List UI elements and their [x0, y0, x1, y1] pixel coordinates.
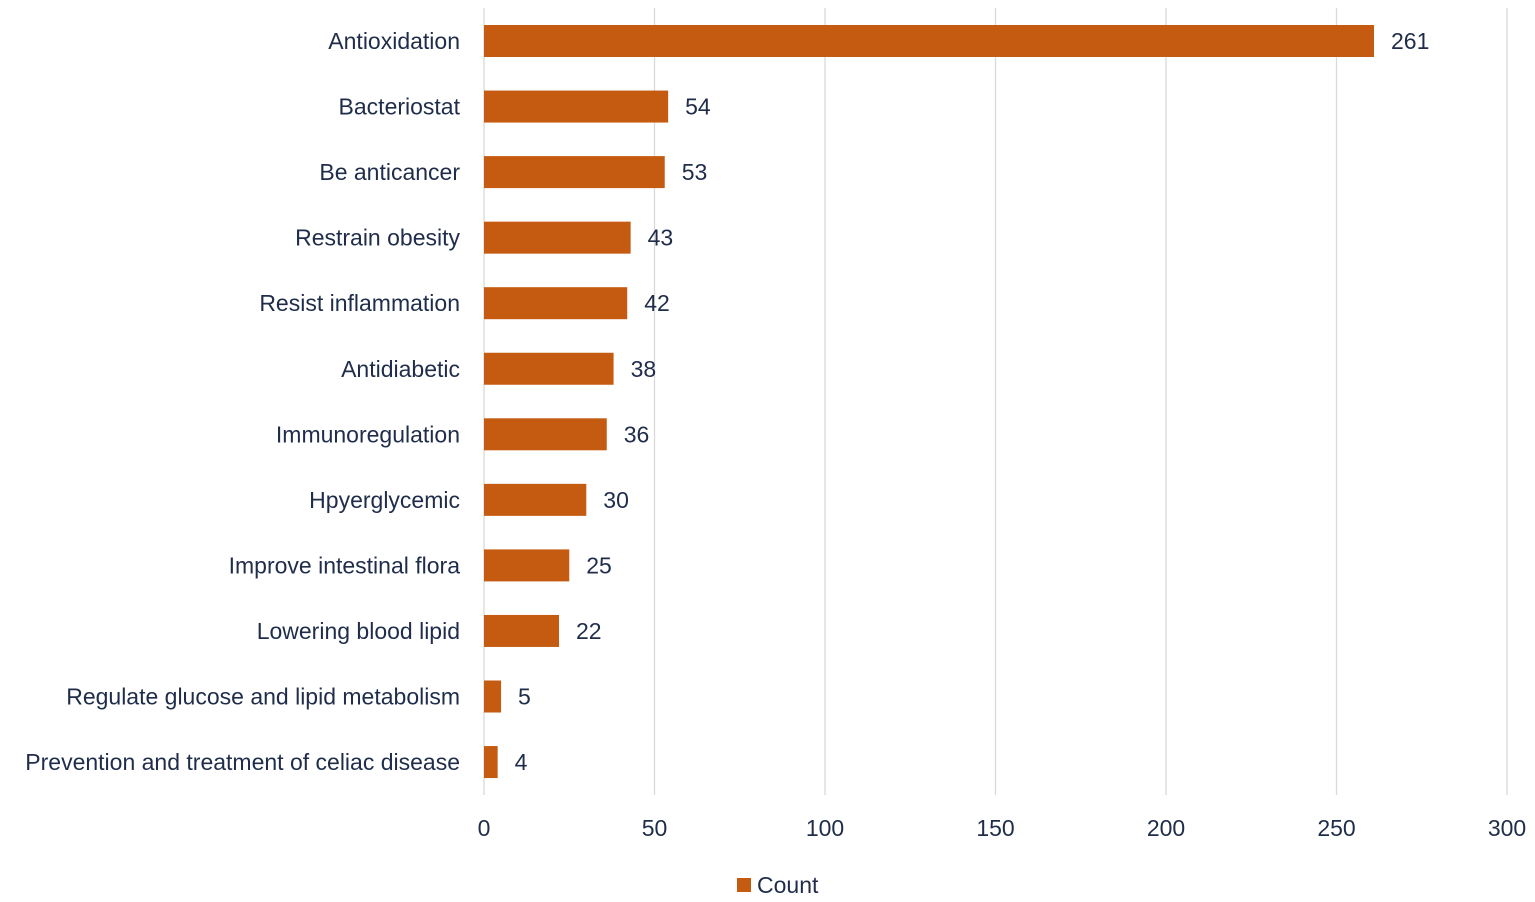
data-label: 36: [624, 421, 650, 447]
data-label: 261: [1391, 28, 1429, 54]
data-label: 30: [603, 487, 629, 513]
data-label: 25: [586, 552, 612, 578]
category-label: Antioxidation: [328, 28, 460, 54]
x-tick-label: 300: [1488, 815, 1526, 841]
data-label: 5: [518, 684, 531, 710]
bars: [484, 25, 1375, 779]
category-label: Improve intestinal flora: [229, 552, 461, 578]
category-label: Prevention and treatment of celiac disea…: [25, 749, 460, 775]
legend-swatch-count: [737, 878, 751, 892]
bar: [484, 352, 614, 385]
x-tick-label: 0: [478, 815, 491, 841]
bar: [484, 549, 570, 582]
x-tick-label: 50: [642, 815, 668, 841]
category-label: Hpyerglycemic: [309, 487, 460, 513]
bar: [484, 287, 628, 320]
bar: [484, 614, 560, 647]
x-tick-label: 150: [976, 815, 1014, 841]
category-label: Be anticancer: [319, 159, 460, 185]
data-label: 4: [515, 749, 528, 775]
gridlines: [483, 8, 1508, 795]
data-label: 38: [631, 356, 657, 382]
category-label: Immunoregulation: [276, 421, 460, 447]
category-label: Lowering blood lipid: [257, 618, 460, 644]
bar: [484, 746, 498, 779]
bar: [484, 221, 631, 254]
category-label: Regulate glucose and lipid metabolism: [66, 684, 460, 710]
category-label: Antidiabetic: [341, 356, 460, 382]
data-label: 53: [682, 159, 708, 185]
data-label: 43: [648, 225, 674, 251]
bar: [484, 156, 665, 189]
category-label: Bacteriostat: [339, 94, 461, 120]
data-label: 54: [685, 94, 711, 120]
bar: [484, 25, 1375, 57]
data-label: 42: [644, 290, 670, 316]
data-label: 22: [576, 618, 602, 644]
x-tick-label: 100: [806, 815, 844, 841]
x-axis-ticks: 0 50 100 150 200 250 300: [478, 815, 1527, 841]
category-labels: Antioxidation Bacteriostat Be anticancer Re…: [25, 28, 460, 775]
legend-label-count: Count: [757, 872, 819, 898]
category-label: Restrain obesity: [295, 225, 460, 251]
bar: [484, 680, 502, 713]
x-tick-label: 250: [1317, 815, 1355, 841]
bar: [484, 483, 587, 516]
legend: Count: [737, 872, 819, 898]
category-label: Resist inflammation: [259, 290, 460, 316]
bar: [484, 418, 607, 451]
x-tick-label: 200: [1147, 815, 1185, 841]
bar: [484, 90, 669, 123]
